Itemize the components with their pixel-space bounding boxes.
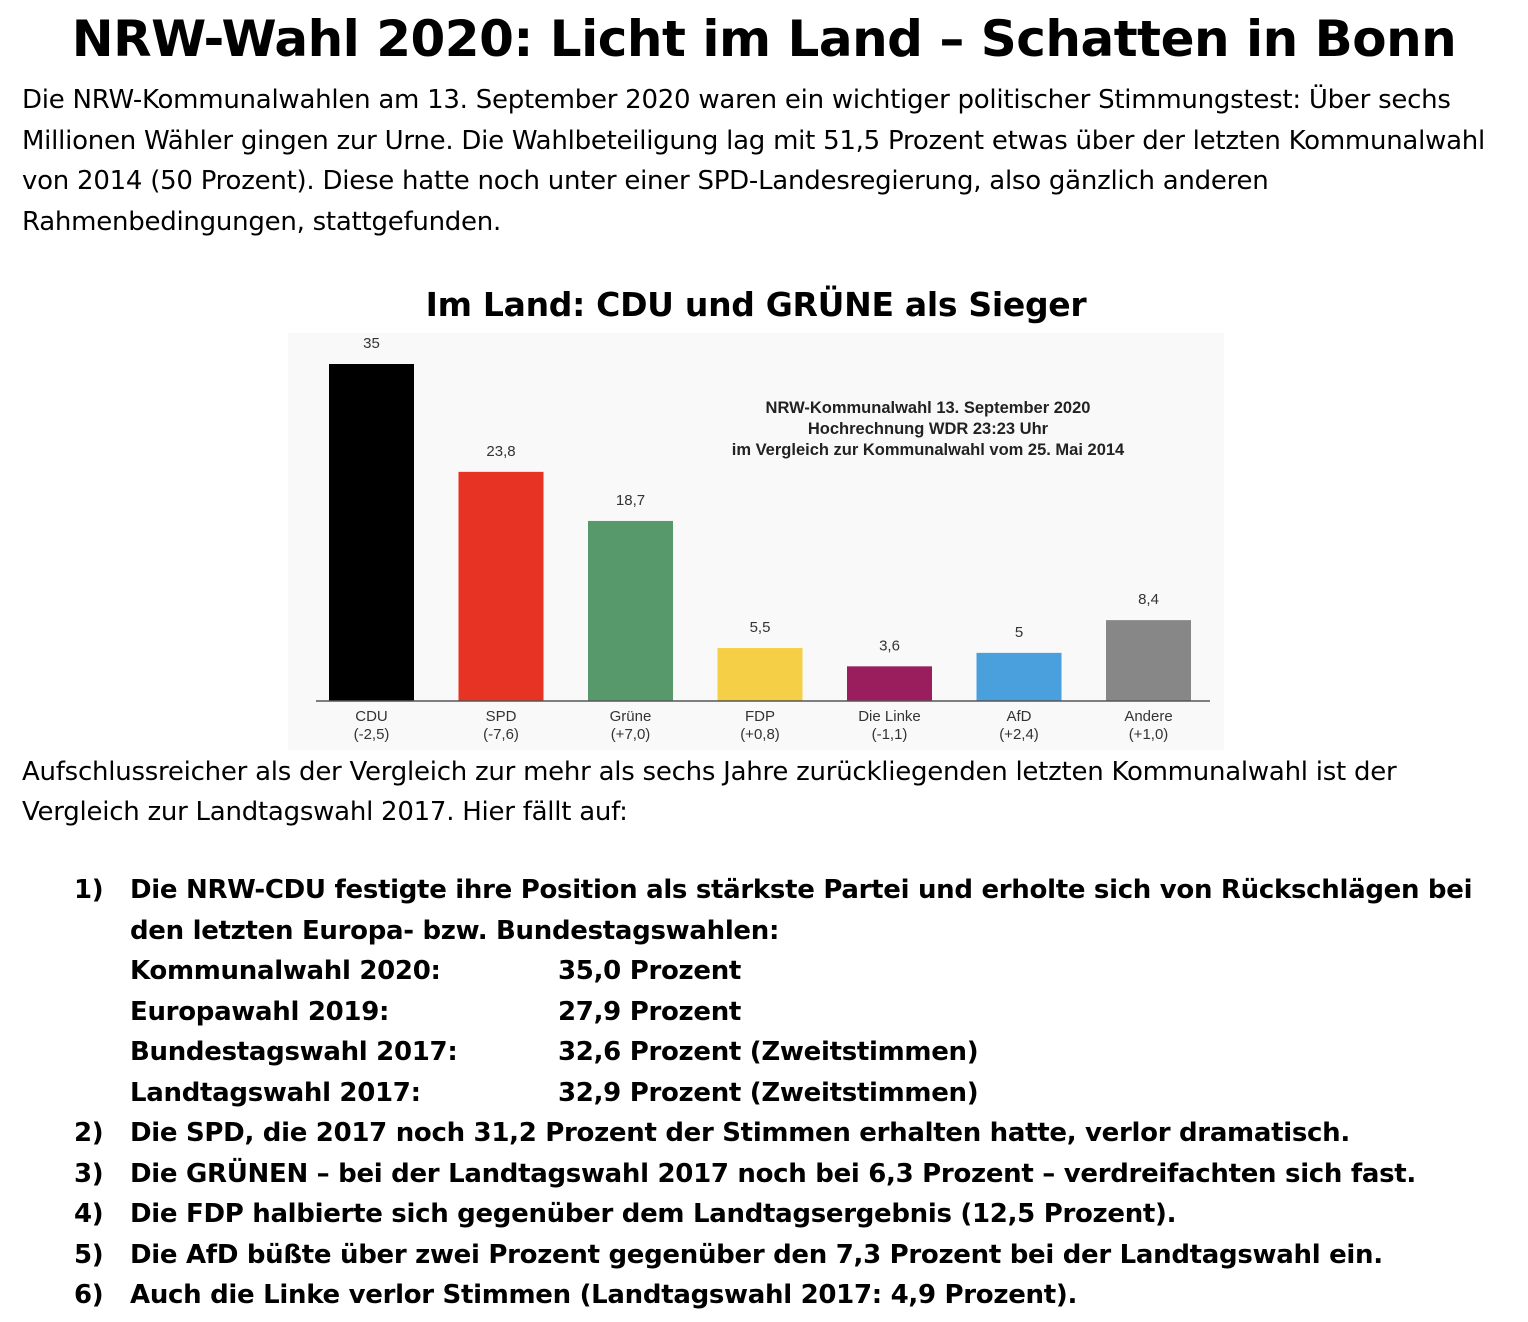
cdu-result-value: 27,9 Prozent (558, 996, 742, 1027)
change-label: (+0,8) (740, 726, 780, 743)
finding-item: 6) Auch die Linke verlor Stimmen (Landta… (74, 1275, 1514, 1316)
finding-text: Die NRW-CDU festigte ihre Position als s… (130, 875, 1473, 946)
bars-layer: 35 CDU(-2,5) 23,8 SPD(-7,6) 18,7 Grüne(+7,0) 5… (329, 335, 1191, 743)
finding-number: 2) (74, 1118, 104, 1148)
cdu-result-label: Europawahl 2019: (130, 996, 390, 1027)
bar-chart-svg: NRW-Kommunalwahl 13. September 2020 Hoch… (316, 335, 1210, 743)
finding-number: 3) (74, 1158, 104, 1189)
bar-2 (588, 520, 673, 701)
finding-number: 6) (74, 1280, 104, 1310)
finding-number: 4) (74, 1199, 104, 1229)
category-label: Grüne (610, 708, 652, 725)
change-label: (+2,4) (999, 726, 1039, 743)
finding-text: Die FDP halbierte sich gegenüber dem Lan… (130, 1199, 1177, 1229)
finding-text: Die AfD büßte über zwei Prozent gegenübe… (130, 1239, 1383, 1270)
category-label: Andere (1124, 708, 1172, 725)
bar-value-label: 5,5 (750, 619, 771, 636)
chart-subtitle-line-2: im Vergleich zur Kommunalwahl vom 25. Ma… (732, 441, 1125, 459)
finding-text: Die GRÜNEN – bei der Landtagswahl 2017 n… (130, 1158, 1417, 1189)
cdu-result-value: 32,9 Prozent (Zweitstimmen) (558, 1077, 979, 1108)
bar-0 (329, 364, 414, 701)
cdu-result-row: Landtagswahl 2017: 32,9 Prozent (Zweitst… (130, 1073, 1514, 1114)
followup-paragraph: Aufschlussreicher als der Vergleich zur … (22, 757, 1397, 827)
bar-value-label: 23,8 (486, 443, 515, 460)
change-label: (-1,1) (872, 726, 908, 743)
change-label: (-7,6) (483, 726, 519, 743)
cdu-result-value: 32,6 Prozent (Zweitstimmen) (558, 1037, 979, 1067)
bar-3 (717, 648, 803, 701)
bar-value-label: 5 (1015, 624, 1023, 641)
finding-body: Die NRW-CDU festigte ihre Position als s… (130, 870, 1514, 1113)
category-label: Die Linke (858, 708, 921, 725)
bar-value-label: 35 (363, 335, 380, 352)
document-title: NRW-Wahl 2020: Licht im Land – Schatten … (71, 10, 1457, 68)
cdu-result-label: Landtagswahl 2017: (130, 1077, 421, 1108)
finding-item: 2) Die SPD, die 2017 noch 31,2 Prozent d… (74, 1113, 1514, 1154)
finding-number: 1) (74, 875, 104, 905)
finding-text: Die SPD, die 2017 noch 31,2 Prozent der … (130, 1118, 1350, 1148)
bar-5 (976, 652, 1062, 701)
cdu-result-row: Bundestagswahl 2017: 32,6 Prozent (Zweit… (130, 1032, 1514, 1073)
chart-subtitle-line-1: Hochrechnung WDR 23:23 Uhr (808, 420, 1049, 438)
bar-value-label: 3,6 (879, 637, 900, 654)
bar-chart: NRW-Kommunalwahl 13. September 2020 Hoch… (288, 333, 1224, 750)
change-label: (-2,5) (354, 726, 390, 743)
chart-heading: Im Land: CDU und GRÜNE als Sieger (425, 285, 1087, 324)
finding-number: 5) (74, 1239, 104, 1270)
category-label: FDP (745, 708, 775, 725)
cdu-result-label: Kommunalwahl 2020: (130, 956, 441, 986)
intro-paragraph: Die NRW-Kommunalwahlen am 13. September … (22, 85, 1485, 237)
cdu-result-value: 35,0 Prozent (558, 956, 742, 986)
change-label: (+1,0) (1129, 726, 1169, 743)
findings-list: 1) Die NRW-CDU festigte ihre Position al… (74, 870, 1514, 1316)
bar-value-label: 8,4 (1138, 591, 1159, 608)
finding-item: 1) Die NRW-CDU festigte ihre Position al… (74, 870, 1514, 1113)
bar-value-label: 18,7 (616, 492, 645, 509)
cdu-result-label: Bundestagswahl 2017: (130, 1037, 458, 1067)
bar-6 (1106, 620, 1191, 701)
bar-1 (458, 471, 544, 701)
cdu-result-row: Kommunalwahl 2020: 35,0 Prozent (130, 951, 1514, 992)
category-label: AfD (1006, 708, 1031, 725)
category-label: SPD (486, 708, 517, 725)
cdu-result-row: Europawahl 2019: 27,9 Prozent (130, 992, 1514, 1033)
finding-item: 3) Die GRÜNEN – bei der Landtagswahl 201… (74, 1154, 1514, 1195)
finding-text: Auch die Linke verlor Stimmen (Landtagsw… (130, 1280, 1078, 1310)
change-label: (+7,0) (611, 726, 651, 743)
bar-4 (847, 666, 932, 701)
chart-title: NRW-Kommunalwahl 13. September 2020 (766, 399, 1091, 417)
finding-item: 5) Die AfD büßte über zwei Prozent gegen… (74, 1235, 1514, 1276)
finding-item: 4) Die FDP halbierte sich gegenüber dem … (74, 1194, 1514, 1235)
chart-annotation: NRW-Kommunalwahl 13. September 2020 Hoch… (732, 399, 1125, 459)
category-label: CDU (355, 708, 388, 725)
